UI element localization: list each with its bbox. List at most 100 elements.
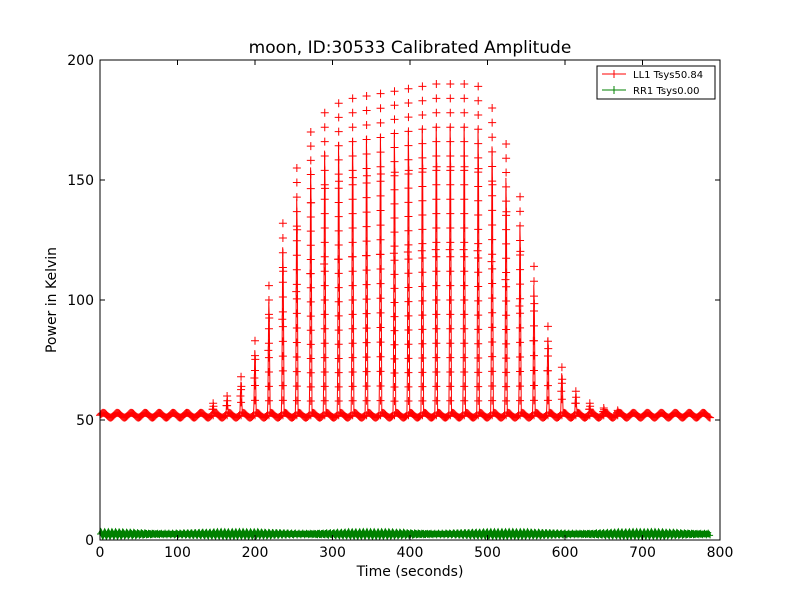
series-ll1-peak-point — [404, 198, 413, 207]
series-ll1-point — [428, 412, 437, 421]
series-ll1-peak-point — [334, 255, 343, 264]
series-ll1-point — [484, 412, 493, 421]
series-ll1-peak-point — [390, 228, 399, 237]
series-ll1-peak-point — [334, 297, 343, 306]
series-ll1-peak-point — [237, 411, 246, 420]
series-ll1-peak-point — [320, 368, 329, 376]
series-ll1-peak-point — [460, 252, 469, 261]
series-ll1-peak-point — [404, 269, 413, 278]
series-ll1-peak-point — [251, 411, 259, 420]
series-ll1-peak-point — [446, 339, 455, 348]
series-ll1-peak-point — [474, 282, 483, 291]
series-ll1-peak-point — [460, 396, 469, 405]
series-ll1-peak-point — [432, 224, 441, 232]
series-ll1-peak-point — [362, 295, 371, 304]
series-ll1-point — [445, 245, 454, 254]
series-ll1-peak-point — [264, 310, 273, 319]
series-ll1-peak-point — [376, 396, 385, 405]
series-ll1-peak-point — [530, 307, 538, 316]
series-ll1-peak-point — [432, 238, 441, 247]
series-ll1-peak-point — [404, 113, 413, 122]
series-ll1-peak-point — [404, 311, 413, 320]
series-ll1-peak-point — [334, 368, 343, 377]
series-ll1-peak-point — [376, 235, 385, 244]
series-ll1-peak-point — [474, 239, 483, 248]
series-ll1-peak-point — [474, 139, 483, 148]
x-tick-label: 300 — [319, 545, 346, 561]
series-ll1-peak-point — [292, 309, 301, 318]
series-ll1-peak-point — [432, 152, 441, 160]
x-tick-label: 800 — [707, 545, 734, 561]
series-ll1-peak-point — [460, 108, 469, 117]
series-ll1-peak-point — [502, 225, 511, 234]
series-ll1-point — [359, 412, 368, 421]
series-ll1-peak-point — [488, 381, 497, 390]
series-ll1-peak-point — [320, 267, 329, 276]
series-ll1-peak-point — [376, 381, 385, 390]
y-tick-label: 50 — [76, 413, 94, 429]
series-ll1-peak-point — [390, 354, 399, 363]
series-ll1-peak-point — [446, 123, 455, 132]
series-ll1-point — [554, 412, 563, 421]
series-ll1-peak-point — [418, 396, 427, 405]
series-ll1-peak-point — [488, 221, 497, 230]
series-ll1-peak-point — [446, 252, 455, 261]
series-ll1-peak-point — [502, 197, 511, 206]
legend-ll1-marker — [610, 70, 618, 78]
series-ll1-peak-point — [474, 253, 483, 262]
series-ll1-peak-point — [502, 211, 511, 220]
series-ll1-peak-point — [251, 396, 259, 405]
series-ll1-peak-point — [460, 209, 469, 218]
series-ll1-point — [335, 177, 344, 186]
y-tick-label: 200 — [67, 53, 94, 69]
series-ll1-peak-point — [348, 411, 357, 420]
series-ll1-peak-point — [432, 368, 441, 376]
series-ll1-peak-point — [348, 267, 357, 276]
series-ll1-peak-point — [278, 307, 287, 316]
series-ll1-peak-point — [460, 80, 469, 88]
series-ll1-peak-point — [320, 382, 329, 391]
series-ll1-peak-point — [237, 372, 246, 381]
series-ll1-peak-point — [543, 381, 552, 390]
series-ll1-peak-point — [362, 179, 371, 188]
series-ll1-peak-point — [362, 338, 371, 347]
series-ll1-peak-point — [376, 104, 385, 113]
series-ll1-point — [544, 344, 553, 353]
series-ll1-peak-point — [362, 280, 371, 289]
series-ll1-peak-point — [278, 352, 287, 361]
series-ll1-peak-point — [418, 282, 427, 291]
series-ll1-peak-point — [376, 133, 385, 142]
series-ll1-peak-point — [376, 250, 385, 259]
series-ll1-peak-point — [404, 411, 413, 420]
series-ll1-peak-point — [432, 411, 441, 420]
legend-box — [596, 65, 716, 100]
series-ll1-peak-point — [362, 222, 371, 231]
series-ll1-point — [515, 302, 524, 310]
series-ll1-peak-point — [516, 221, 525, 230]
series-ll1-peak-point — [320, 396, 329, 405]
series-ll1-peak-point — [460, 281, 469, 290]
series-ll1-peak-point — [488, 118, 497, 127]
series-ll1-peak-point — [390, 340, 399, 349]
series-ll1-peak-point — [362, 309, 371, 318]
series-ll1-peak-point — [320, 224, 329, 232]
series-ll1-point — [431, 245, 440, 254]
series-ll1-peak-point — [502, 354, 511, 363]
series-ll1-peak-point — [474, 411, 483, 420]
series-ll1-peak-point — [432, 252, 441, 261]
series-ll1-peak-point — [516, 338, 525, 347]
series-ll1-peak-point — [376, 118, 385, 127]
series-ll1-point — [236, 392, 245, 400]
series-ll1-peak-point — [362, 208, 371, 217]
series-ll1-peak-point — [530, 321, 538, 330]
series-ll1-peak-point — [306, 156, 315, 165]
series-ll1-point — [414, 412, 423, 421]
series-ll1-peak-point — [404, 255, 413, 264]
series-ll1-point — [278, 315, 287, 324]
chart-title: moon, ID:30533 Calibrated Amplitude — [249, 38, 572, 58]
series-ll1-peak-point — [516, 236, 525, 245]
x-axis-label: Time (seconds) — [356, 564, 464, 580]
series-ll1-peak-point — [474, 368, 483, 377]
series-ll1-peak-point — [390, 298, 399, 307]
series-ll1-peak-point — [460, 238, 469, 247]
